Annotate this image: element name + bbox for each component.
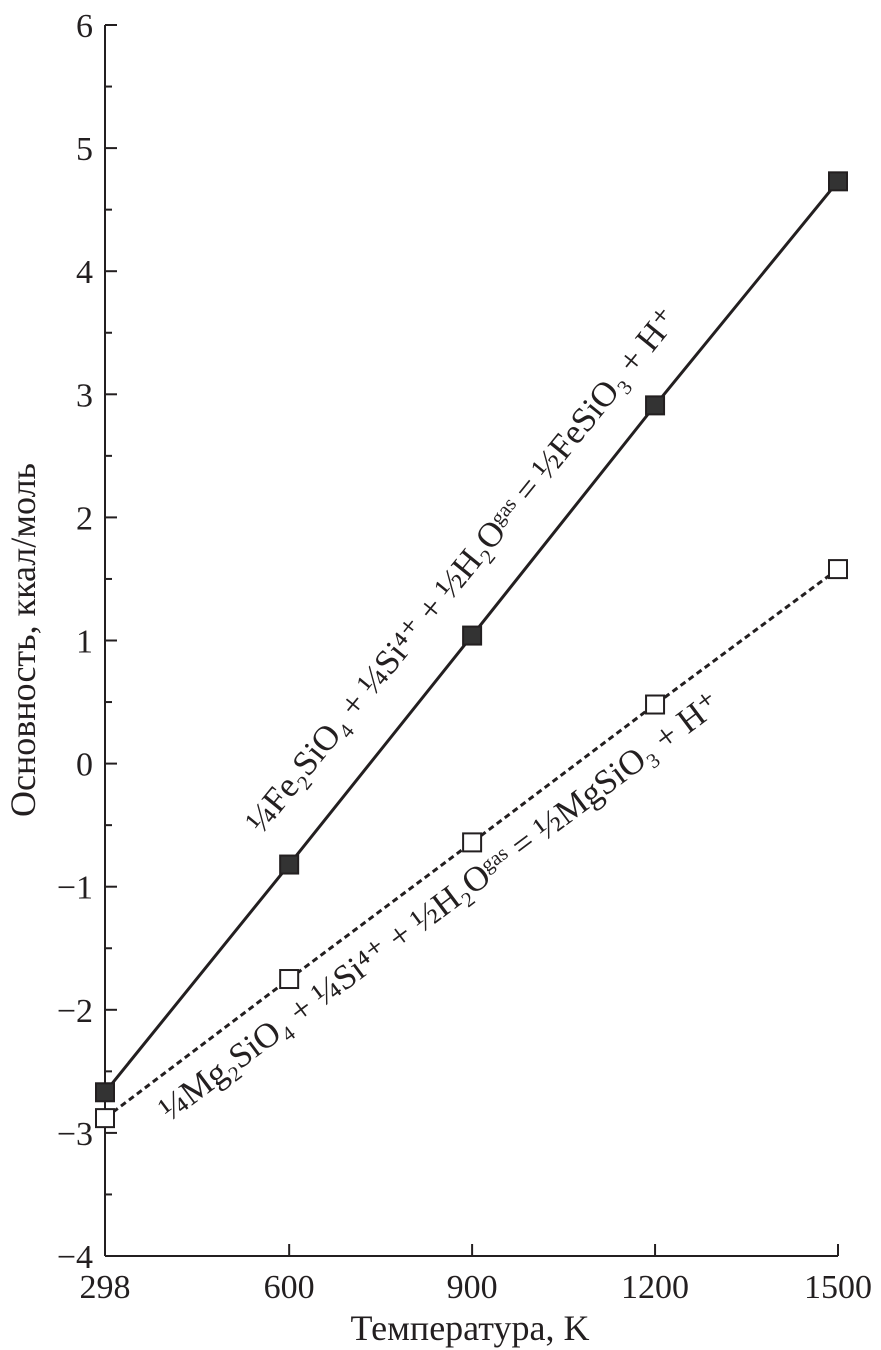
data-point-fe: [645, 395, 666, 416]
data-point-mg: [462, 832, 483, 853]
x-tick-label: 600: [264, 1269, 315, 1306]
y-tick-label: 5: [76, 131, 93, 168]
series-layer: [95, 171, 848, 1129]
y-tick-label: 4: [76, 254, 93, 291]
data-point-fe: [279, 854, 300, 875]
data-point-mg: [95, 1108, 115, 1129]
x-tick-label: 1200: [621, 1269, 689, 1306]
y-tick-label: 1: [76, 624, 93, 661]
series-line-mg: [104, 567, 839, 1120]
axes: −4 −3 −2 −1 0 1 2 3 4 5 6 298 600 900 1200 1500: [57, 8, 872, 1306]
data-point-fe: [828, 171, 848, 192]
mg-reaction-label: ¼Mg₂SiO₄ + ¼Si⁴⁺ + ½H₂Oᵍᵃˢ = ½MgSiO₃ + H…: [151, 683, 727, 1128]
data-point-fe: [462, 625, 483, 646]
x-tick-label: 900: [447, 1269, 498, 1306]
data-point-mg: [828, 559, 848, 580]
y-tick-label: −2: [57, 993, 93, 1030]
data-point-mg: [279, 969, 300, 990]
x-tick-label: 298: [80, 1269, 131, 1306]
data-point-mg: [645, 694, 666, 715]
y-axis-label: Основность, ккал/моль: [3, 463, 43, 817]
y-tick-label: 0: [76, 747, 93, 784]
data-point-fe: [95, 1082, 115, 1103]
y-tick-label: 3: [76, 377, 93, 414]
y-tick-label: −1: [57, 870, 93, 907]
y-tick-label: −4: [57, 1239, 93, 1276]
y-tick-label: −3: [57, 1116, 93, 1153]
y-tick-label: 2: [76, 500, 93, 537]
y-tick-label: 6: [76, 8, 93, 45]
x-tick-label: 1500: [804, 1269, 872, 1306]
x-axis-label: Температура, K: [351, 1308, 590, 1348]
